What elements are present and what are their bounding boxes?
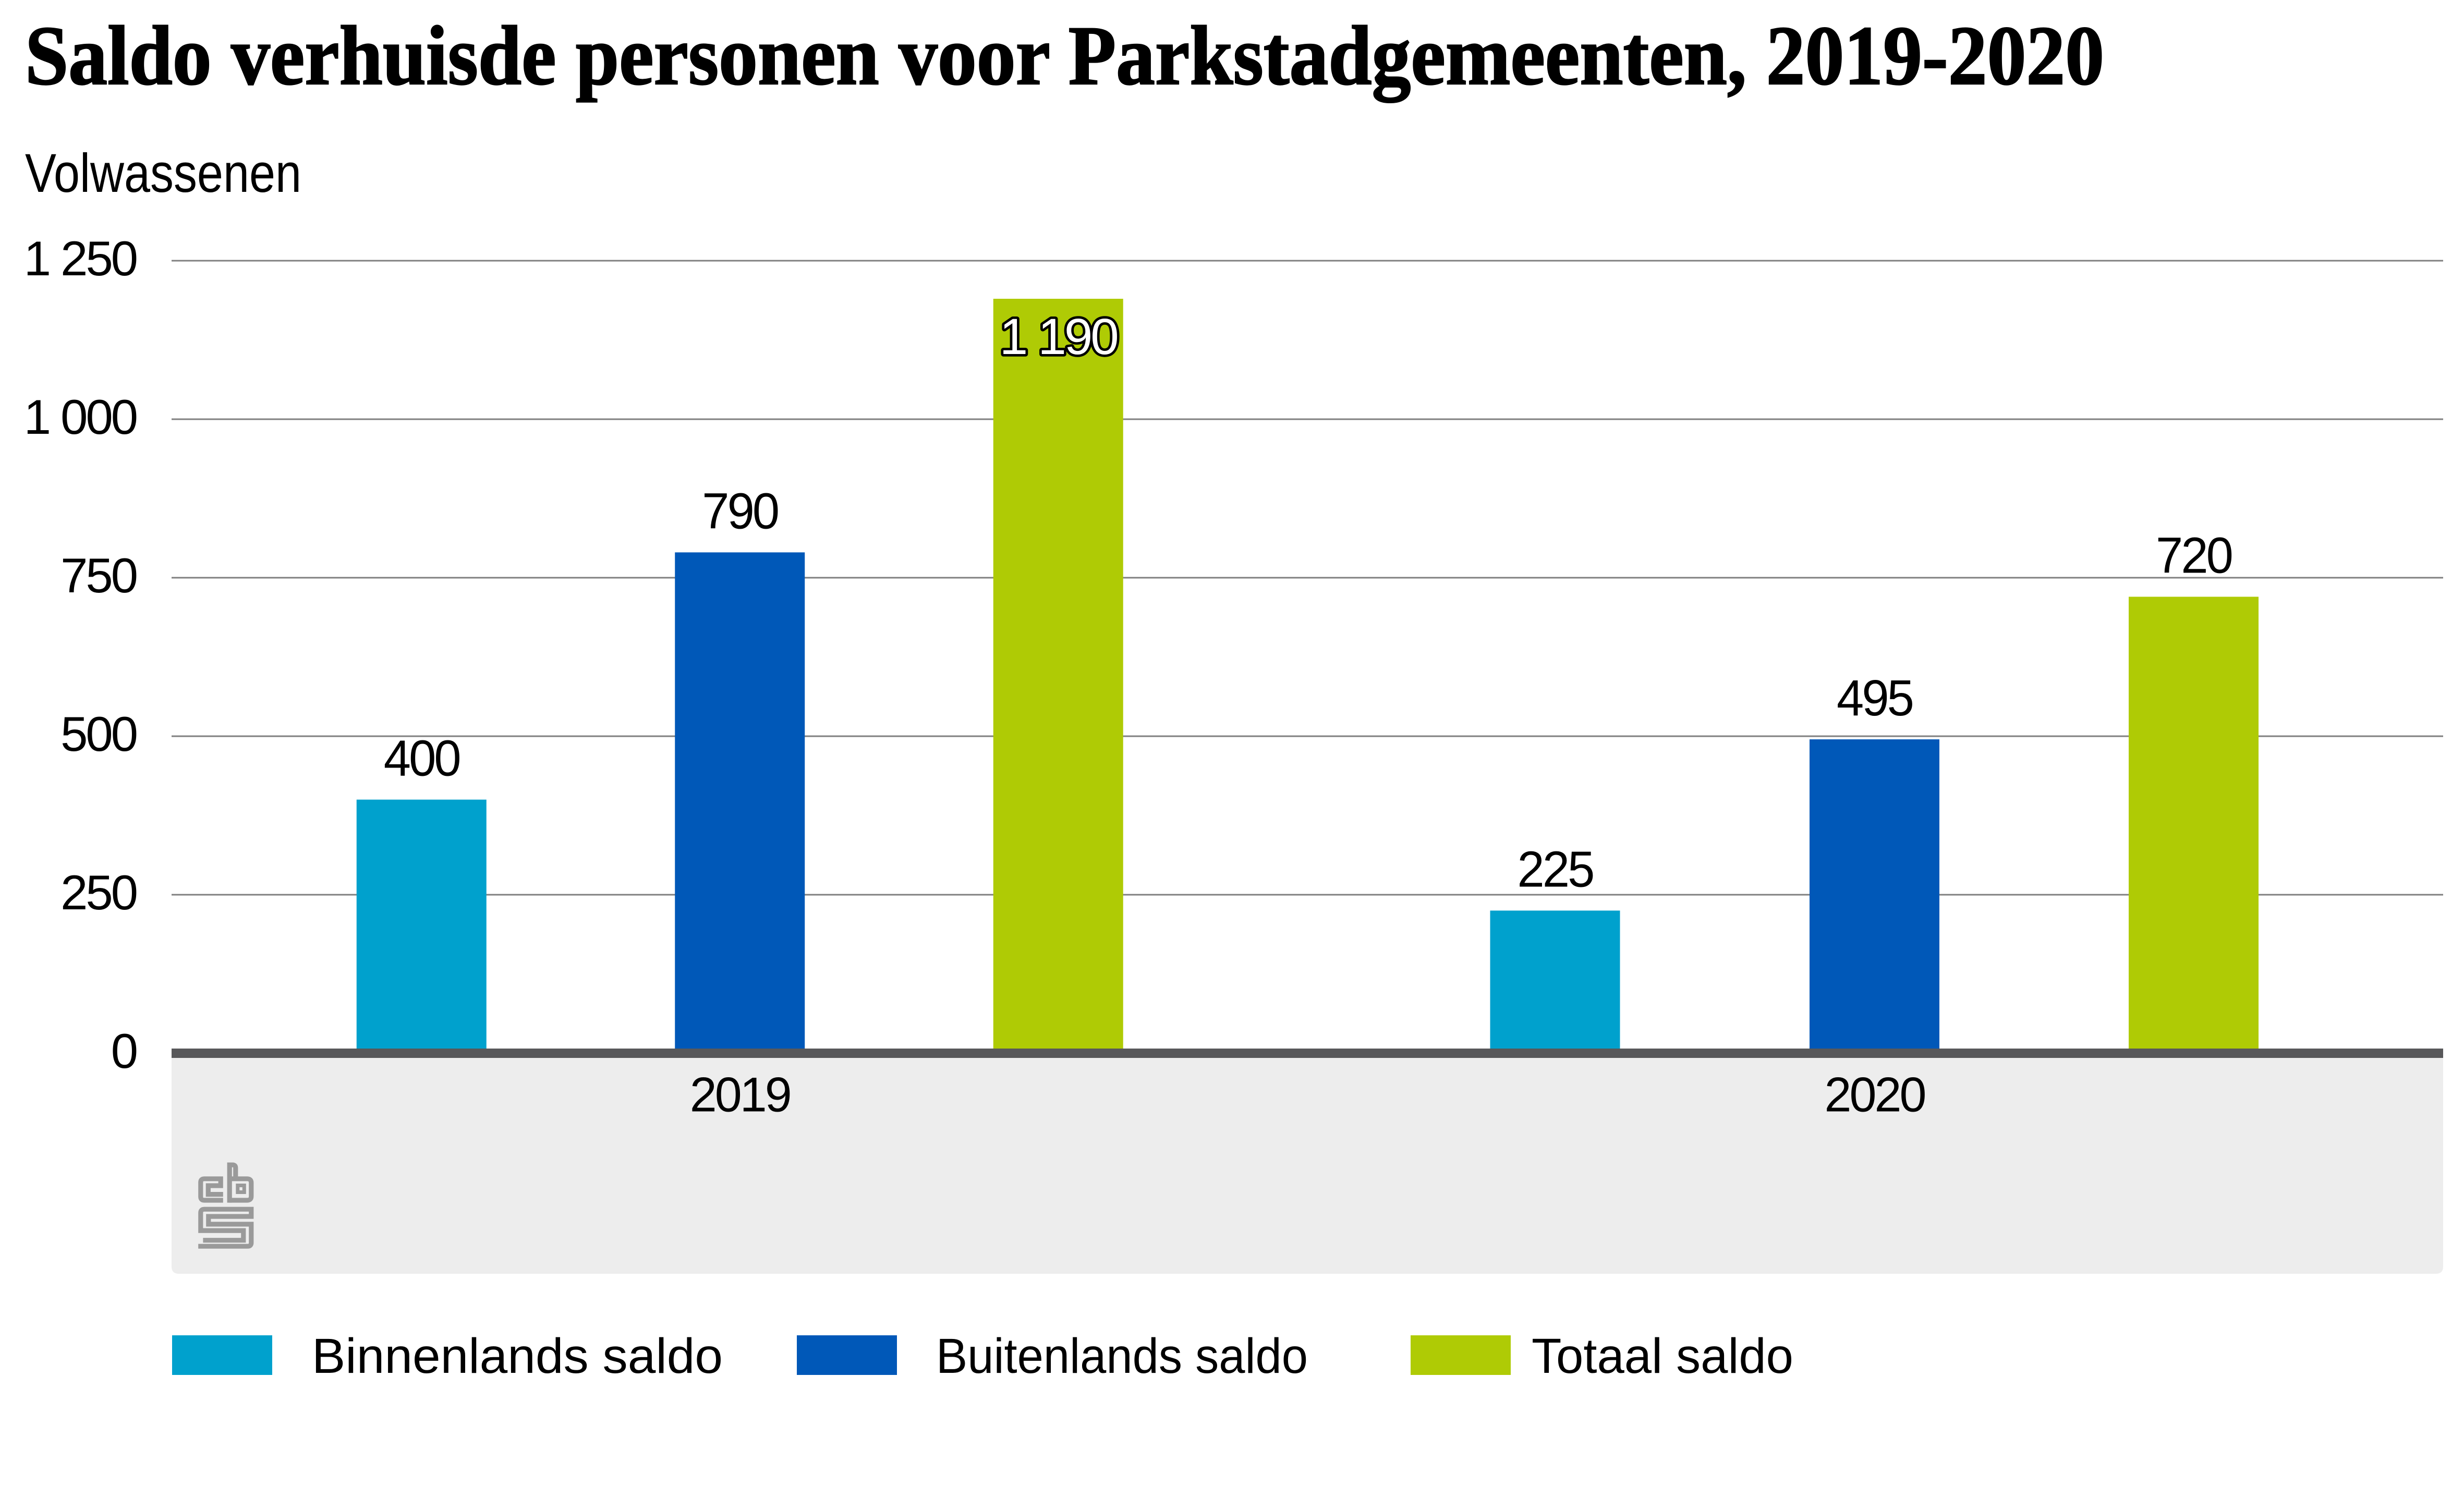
svg-text:400: 400 [384, 730, 460, 787]
svg-text:250: 250 [60, 865, 137, 920]
svg-text:1 250: 1 250 [24, 231, 137, 286]
svg-text:500: 500 [60, 707, 137, 761]
svg-text:1 190: 1 190 [1000, 308, 1118, 365]
svg-text:225: 225 [1518, 841, 1593, 897]
svg-text:2020: 2020 [1825, 1067, 1925, 1122]
svg-text:Binnenlands saldo: Binnenlands saldo [312, 1329, 723, 1384]
svg-text:720: 720 [2156, 527, 2232, 584]
svg-text:2019: 2019 [690, 1067, 790, 1122]
svg-text:790: 790 [702, 482, 778, 539]
svg-text:Buitenlands saldo: Buitenlands saldo [936, 1329, 1308, 1384]
svg-text:Volwassenen: Volwassenen [25, 143, 301, 204]
svg-text:Totaal saldo: Totaal saldo [1532, 1329, 1793, 1384]
svg-text:0: 0 [111, 1024, 137, 1078]
svg-text:Saldo verhuisde personen voor: Saldo verhuisde personen voor Parkstadge… [25, 9, 2104, 103]
svg-text:1 000: 1 000 [24, 389, 137, 444]
svg-text:495: 495 [1837, 669, 1912, 726]
svg-text:750: 750 [60, 548, 137, 603]
